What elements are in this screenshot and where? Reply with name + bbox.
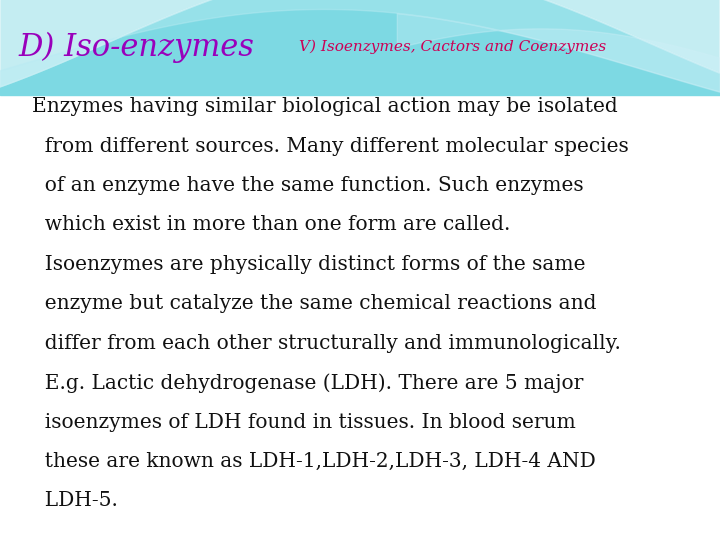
Text: these are known as LDH-1,LDH-2,LDH-3, LDH-4 AND: these are known as LDH-1,LDH-2,LDH-3, LD… (32, 452, 596, 471)
Text: from different sources. Many different molecular species: from different sources. Many different m… (32, 137, 629, 156)
Text: E.g. Lactic dehydrogenase (LDH). There are 5 major: E.g. Lactic dehydrogenase (LDH). There a… (32, 373, 584, 393)
Text: Enzymes having similar biological action may be isolated: Enzymes having similar biological action… (32, 97, 618, 116)
Text: D) Iso-enzymes: D) Iso-enzymes (18, 32, 254, 63)
Text: LDH-5.: LDH-5. (32, 491, 118, 510)
Text: enzyme but catalyze the same chemical reactions and: enzyme but catalyze the same chemical re… (32, 294, 597, 313)
Text: V) Isoenzymes, Cactors and Coenzymes: V) Isoenzymes, Cactors and Coenzymes (299, 40, 606, 55)
Text: isoenzymes of LDH found in tissues. In blood serum: isoenzymes of LDH found in tissues. In b… (32, 413, 576, 431)
Text: Isoenzymes are physically distinct forms of the same: Isoenzymes are physically distinct forms… (32, 255, 586, 274)
Text: of an enzyme have the same function. Such enzymes: of an enzyme have the same function. Suc… (32, 176, 584, 195)
Bar (0, 0, 720, 94)
Text: which exist in more than one form are called.: which exist in more than one form are ca… (32, 215, 510, 234)
Text: differ from each other structurally and immunologically.: differ from each other structurally and … (32, 334, 621, 353)
